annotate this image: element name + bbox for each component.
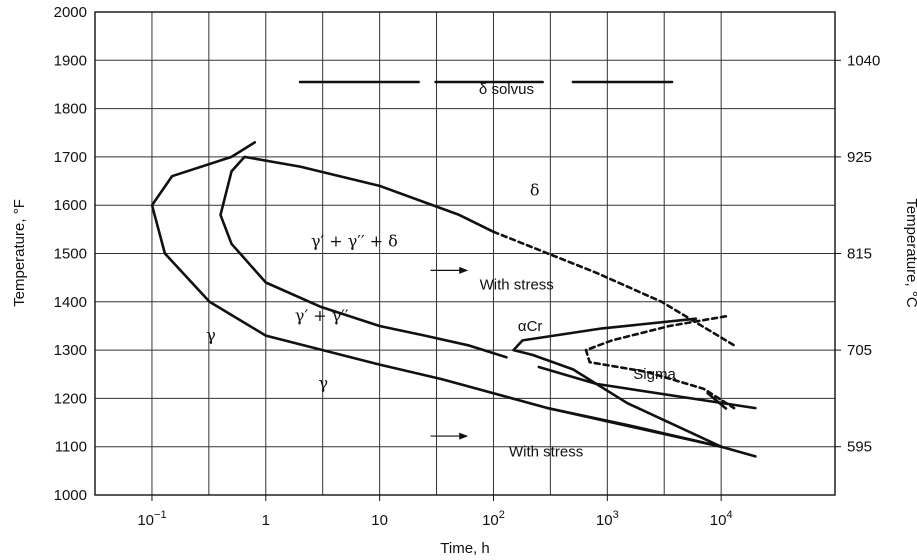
annotations: δ solvus δ γ′ + γ′′ + δ γ′ + γ′′ γ γ With stre… xyxy=(206,81,676,460)
x-tick-label: 10−1 xyxy=(137,509,166,529)
y-tick-label: 1300 xyxy=(54,342,87,359)
y-tick-label: 1500 xyxy=(54,246,87,263)
y2-tick-label: 595 xyxy=(847,439,872,456)
x-tick-label: 10 xyxy=(371,512,388,529)
y-tick-label: 1900 xyxy=(54,52,87,69)
y-tick-label: 2000 xyxy=(54,4,87,21)
region-label: αCr xyxy=(518,318,543,335)
region-label: Sigma xyxy=(633,366,676,383)
x-tick-label: 104 xyxy=(710,509,733,529)
region-label: δ solvus xyxy=(479,81,534,98)
region-label: With stress xyxy=(509,443,583,460)
region-label: With stress xyxy=(480,277,554,294)
y2-tick-label: 705 xyxy=(847,342,872,359)
boundary-curve xyxy=(546,406,757,458)
boundary-curve xyxy=(150,141,723,448)
dashed-boundary-curve xyxy=(584,315,736,410)
y2-tick-label: 925 xyxy=(847,149,872,166)
boundary-curve xyxy=(706,391,728,410)
y-tick-label: 1000 xyxy=(54,487,87,504)
axis-ticks: 1000 1100 1200 1300 1400 1500 1600 1700 1800 1900… xyxy=(54,4,881,529)
boundary-curve xyxy=(512,317,723,448)
y-tick-label: 1200 xyxy=(54,390,87,407)
y-tick-label: 1400 xyxy=(54,294,87,311)
y2-tick-label: 1040 xyxy=(847,52,880,69)
y2-axis-label: Temperature, °C xyxy=(903,198,917,308)
boundary-curve xyxy=(219,155,508,359)
dashed-boundary-curve xyxy=(492,230,736,347)
region-label: δ xyxy=(530,181,540,200)
stress-arrow-head xyxy=(459,266,469,274)
y-tick-label: 1700 xyxy=(54,149,87,166)
y-tick-label: 1800 xyxy=(54,101,87,118)
x-tick-label: 1 xyxy=(262,512,270,529)
y2-tick-label: 815 xyxy=(847,246,872,263)
y-axis-label: Temperature, °F xyxy=(11,199,28,307)
curves xyxy=(150,80,757,458)
x-axis-label: Time, h xyxy=(440,540,489,557)
region-label: γ′ + γ′′ + δ xyxy=(311,231,398,250)
grid xyxy=(95,11,835,496)
x-tick-label: 102 xyxy=(482,509,505,529)
y-tick-label: 1600 xyxy=(54,197,87,214)
stress-arrow-head xyxy=(459,432,469,440)
region-label: γ xyxy=(319,374,329,393)
region-label: γ′ + γ′′ xyxy=(295,306,349,325)
y-tick-label: 1100 xyxy=(55,439,87,456)
boundary-curve xyxy=(537,365,757,410)
region-label: γ xyxy=(206,325,216,344)
x-tick-label: 103 xyxy=(596,509,619,529)
